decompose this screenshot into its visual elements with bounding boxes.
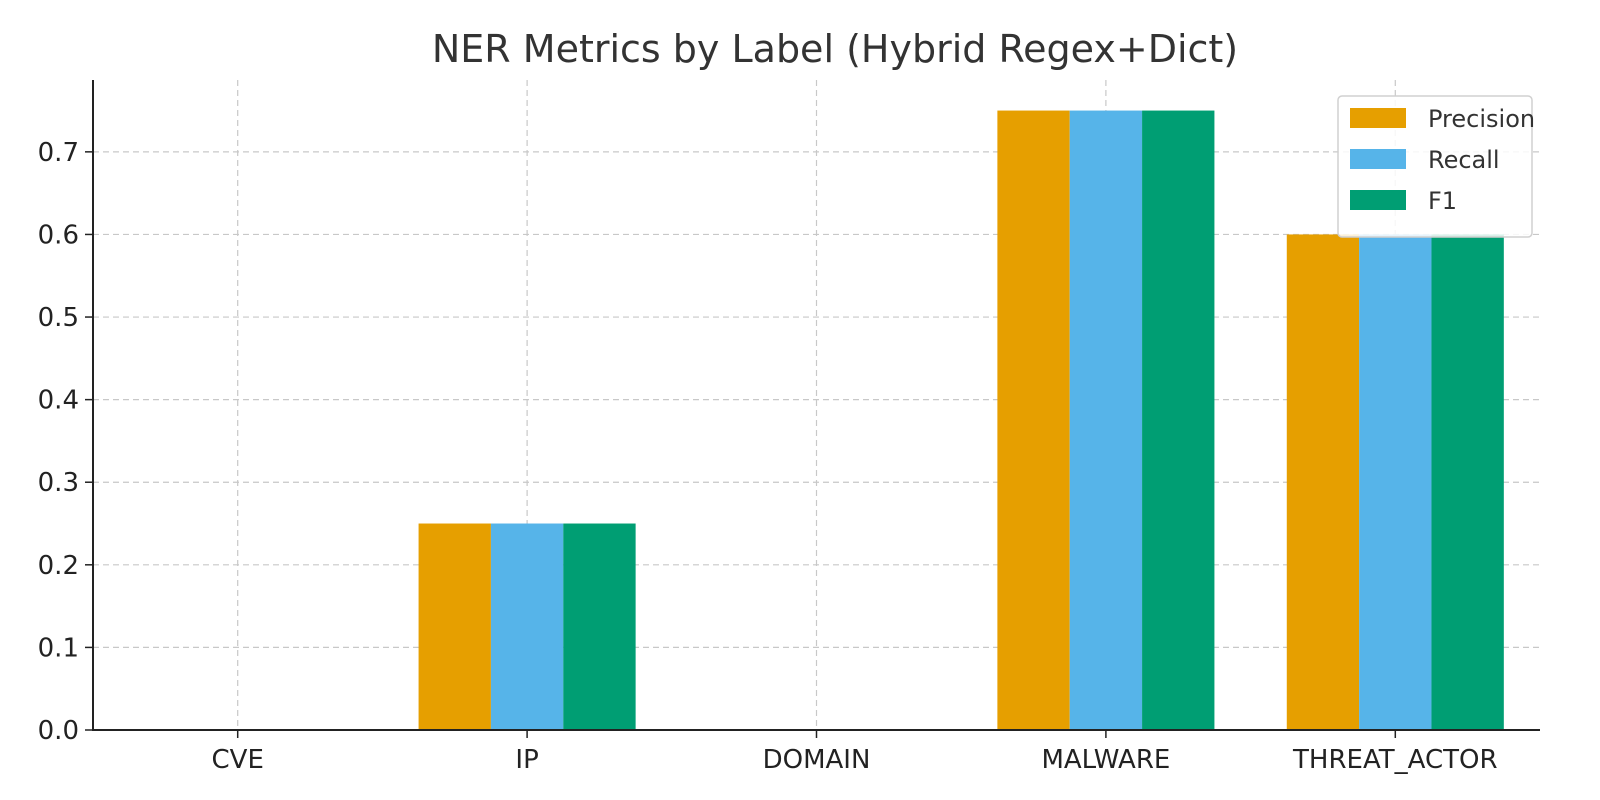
y-tick-label: 0.6 xyxy=(38,220,79,250)
legend-swatch-f1 xyxy=(1350,190,1406,210)
bar-recall-ip xyxy=(490,523,564,730)
x-tick-label: IP xyxy=(515,745,538,775)
bar-precision-ip xyxy=(418,523,491,730)
bar-f1-ip xyxy=(563,523,636,730)
legend: Precision Recall F1 xyxy=(1337,95,1535,238)
y-tick-label: 0.2 xyxy=(38,551,79,581)
legend-label-recall: Recall xyxy=(1428,146,1500,174)
legend-swatch-recall xyxy=(1350,149,1406,169)
y-tick-label: 0.4 xyxy=(38,386,79,416)
legend-label-f1: F1 xyxy=(1428,187,1457,215)
x-tick-label: THREAT_ACTOR xyxy=(1292,745,1497,775)
y-tick-label: 0.0 xyxy=(38,716,79,746)
axes: 0.0 0.1 0.2 0.3 0.4 0.5 0.6 0.7 CVE IP DOMAIN MALWA… xyxy=(38,80,1540,775)
chart-title: NER Metrics by Label (Hybrid Regex+Dict) xyxy=(432,27,1238,71)
y-tick-label: 0.7 xyxy=(38,138,79,168)
x-tick-label: MALWARE xyxy=(1041,745,1170,775)
y-tick-label: 0.5 xyxy=(38,303,79,333)
x-tick-label: DOMAIN xyxy=(763,745,871,775)
bars xyxy=(418,110,1504,730)
x-tick-label: CVE xyxy=(212,745,264,775)
bar-recall-malware xyxy=(1069,110,1143,730)
bar-f1-malware xyxy=(1142,110,1215,730)
legend-swatch-precision xyxy=(1350,108,1406,128)
bar-precision-threat_actor xyxy=(1286,234,1360,730)
legend-label-precision: Precision xyxy=(1428,105,1535,133)
y-tick-label: 0.1 xyxy=(38,633,79,663)
bar-precision-malware xyxy=(997,110,1070,730)
y-tick-label: 0.3 xyxy=(38,468,79,498)
bar-f1-threat_actor xyxy=(1431,234,1504,730)
bar-recall-threat_actor xyxy=(1359,234,1432,730)
